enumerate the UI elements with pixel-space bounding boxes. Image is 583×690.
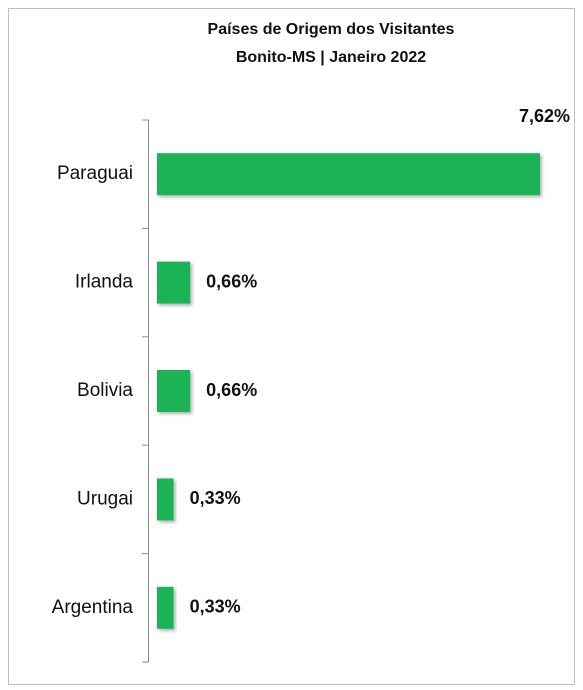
chart-frame — [8, 8, 575, 685]
data-label: 0,66% — [206, 271, 257, 291]
bar — [157, 586, 174, 629]
data-label: 7,62% — [519, 106, 570, 126]
y-tick-label: Urugai — [77, 488, 133, 509]
bar — [157, 370, 191, 412]
bar — [157, 478, 174, 521]
data-label: 0,33% — [190, 488, 241, 508]
chart-title: Países de Origem dos Visitantes — [208, 21, 455, 38]
chart-subtitle: Bonito-MS | Janeiro 2022 — [236, 49, 426, 66]
bar — [157, 261, 191, 304]
data-label: 0,66% — [206, 380, 257, 400]
y-tick-label: Argentina — [52, 597, 134, 618]
y-tick-label: Paraguai — [57, 163, 133, 184]
data-label: 0,33% — [190, 597, 241, 617]
y-tick-label: Bolivia — [77, 380, 133, 401]
y-tick-label: Irlanda — [75, 272, 134, 293]
bar — [157, 153, 540, 196]
